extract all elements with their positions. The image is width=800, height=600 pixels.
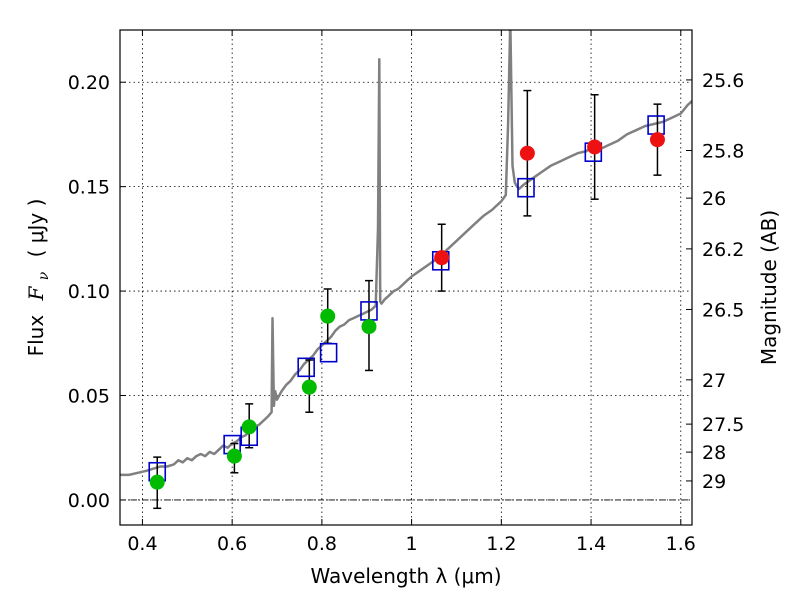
x-tick-label: 0.4 [127,533,157,555]
red-point [434,250,450,266]
right-tick-label: 25.8 [702,141,744,163]
y-axis-label: Flux F ν ( μJy ) [24,199,53,357]
y-axis-label-subscript: ν [36,271,52,280]
right-tick-label: 26 [702,188,726,210]
x-tick-label: 1.6 [666,533,696,555]
y-tick-label: 0.20 [68,72,110,94]
green-point [301,379,317,395]
right-tick-label: 28 [702,442,726,464]
right-tick-label: 26.2 [702,239,744,261]
green-point [149,474,165,490]
y-tick-label: 0.10 [68,281,110,303]
x-tick-label: 1 [406,533,418,555]
x-axis-label: Wavelength λ (μm) [310,564,501,588]
model-square [319,342,338,363]
x-tick-label: 1.4 [576,533,606,555]
x-tick-label: 0.6 [217,533,247,555]
green-point [361,319,377,335]
y-tick-label: 0.05 [68,386,110,408]
right-axis-label: Magnitude (AB) [757,210,781,365]
observed-points-series [149,132,665,490]
green-point [241,419,257,435]
right-tick-label: 26.5 [702,299,744,321]
y-axis-label-unit: ( μJy ) [24,199,48,258]
x-tick-label: 1.2 [486,533,516,555]
grid-lines [120,30,692,525]
y-tick-label: 0.15 [68,177,110,199]
axis-ticks: 0.4 0.6 0.8 1 1.2 1.4 1.6 0.00 0.05 0.10 0.15 0.20 2… [68,30,744,555]
spectrum-line [120,30,692,477]
y-tick-label: 0.00 [68,490,110,512]
right-tick-label: 25.6 [702,70,744,92]
red-point [587,139,603,155]
x-tick-label: 0.8 [307,533,337,555]
right-tick-label: 27 [702,370,726,392]
plot-frame [119,29,693,526]
red-point [519,145,535,161]
y-axis-label-text: Flux [24,315,48,357]
green-point [226,448,242,464]
right-tick-label: 27.5 [702,414,744,436]
y-axis-label-symbol: F [24,285,48,301]
spectrum-series [120,30,692,477]
red-point [649,132,665,148]
right-tick-label: 29 [702,471,726,493]
model-square [517,177,535,198]
model-squares-series [148,115,665,482]
green-point [320,308,336,324]
model-square [297,357,315,378]
